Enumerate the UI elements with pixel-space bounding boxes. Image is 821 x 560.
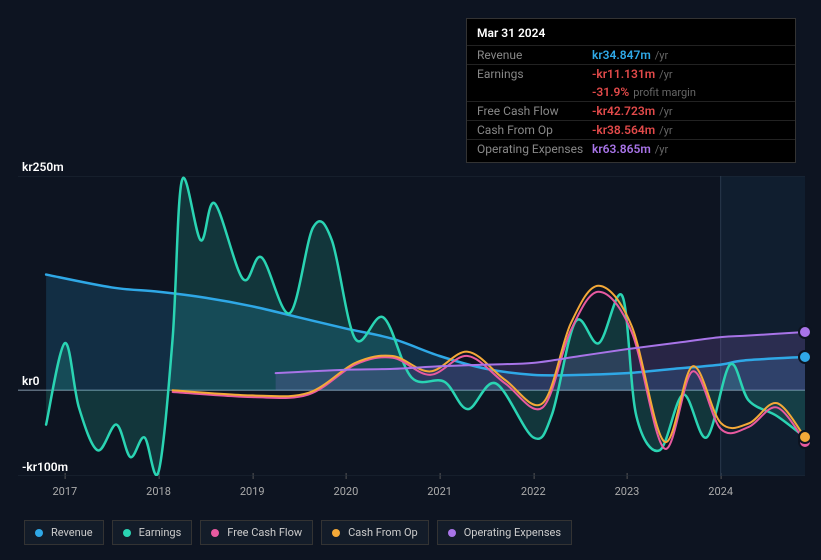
tooltip-row: Operating Expenseskr63.865m/yr: [467, 139, 795, 158]
x-tick-label: 2022: [521, 485, 546, 498]
x-tick-label: 2021: [427, 485, 452, 498]
tooltip-row-value: -kr38.564m: [592, 123, 655, 137]
series-end-dot: [798, 325, 812, 339]
tooltip-row-value: -kr42.723m: [592, 104, 655, 118]
legend-label: Earnings: [139, 526, 182, 539]
chart-tooltip: Mar 31 2024 Revenuekr34.847m/yrEarnings-…: [466, 18, 796, 163]
tooltip-row-label: [477, 85, 592, 99]
tooltip-row-unit: /yr: [655, 143, 668, 156]
tooltip-row-value: kr63.865m: [592, 142, 651, 156]
tooltip-date: Mar 31 2024: [467, 23, 795, 45]
chart-plot-area[interactable]: [18, 176, 805, 476]
tooltip-row-value: -31.9%: [592, 85, 629, 99]
tooltip-row-unit: /yr: [655, 49, 668, 62]
tooltip-row-value: kr34.847m: [592, 48, 651, 62]
legend-label: Operating Expenses: [464, 526, 561, 539]
legend-dot-icon: [332, 529, 340, 537]
tooltip-row-unit: /yr: [659, 68, 672, 81]
tooltip-row-unit: /yr: [659, 124, 672, 137]
legend-label: Cash From Op: [348, 526, 418, 539]
tooltip-row-unit: /yr: [659, 105, 672, 118]
tooltip-row-label: Operating Expenses: [477, 142, 592, 156]
x-tick-label: 2024: [708, 485, 733, 498]
tooltip-row-label: Revenue: [477, 48, 592, 62]
tooltip-row-value: -kr11.131m: [592, 67, 655, 81]
series-end-dot: [798, 350, 812, 364]
tooltip-row: Cash From Op-kr38.564m/yr: [467, 120, 795, 139]
legend-dot-icon: [123, 529, 131, 537]
legend-item-earnings[interactable]: Earnings: [112, 520, 193, 545]
legend-label: Revenue: [51, 526, 93, 539]
legend-item-cfo[interactable]: Cash From Op: [321, 520, 429, 545]
legend-label: Free Cash Flow: [227, 526, 302, 539]
legend-dot-icon: [211, 529, 219, 537]
tooltip-row-label: Cash From Op: [477, 123, 592, 137]
tooltip-row: -31.9% profit margin: [467, 83, 795, 101]
tooltip-row-label: Free Cash Flow: [477, 104, 592, 118]
chart-legend: Revenue Earnings Free Cash Flow Cash From O…: [24, 520, 572, 545]
x-tick-label: 2020: [334, 485, 359, 498]
x-tick-label: 2017: [52, 485, 77, 498]
x-tick-label: 2019: [240, 485, 265, 498]
y-tick-label: kr250m: [22, 160, 64, 174]
legend-dot-icon: [448, 529, 456, 537]
tooltip-row: Earnings-kr11.131m/yr: [467, 64, 795, 83]
x-tick-label: 2023: [615, 485, 640, 498]
series-end-dot: [798, 430, 812, 444]
tooltip-row: Free Cash Flow-kr42.723m/yr: [467, 101, 795, 120]
tooltip-row-unit: profit margin: [633, 86, 696, 99]
tooltip-row-label: Earnings: [477, 67, 592, 81]
tooltip-row: Revenuekr34.847m/yr: [467, 45, 795, 64]
x-tick-label: 2018: [146, 485, 171, 498]
financial-chart: kr250mkr0-kr100m 20172018201920202021202…: [0, 0, 821, 560]
legend-item-revenue[interactable]: Revenue: [24, 520, 104, 545]
legend-item-opex[interactable]: Operating Expenses: [437, 520, 572, 545]
legend-item-fcf[interactable]: Free Cash Flow: [200, 520, 313, 545]
legend-dot-icon: [35, 529, 43, 537]
